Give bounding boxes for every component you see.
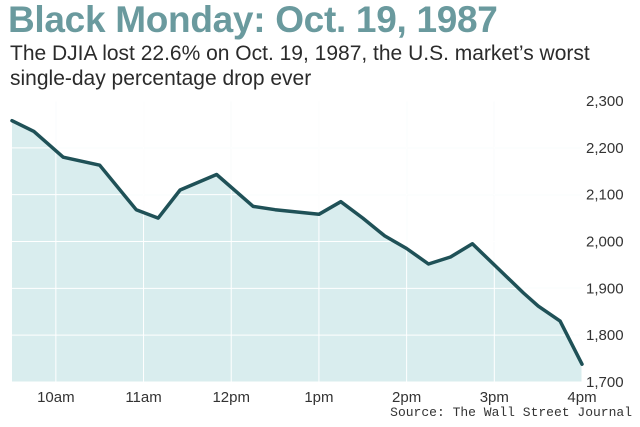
y-tick-label: 2,300 bbox=[586, 93, 624, 110]
chart-subtitle: The DJIA lost 22.6% on Oct. 19, 1987, th… bbox=[10, 42, 590, 90]
y-tick-label: 1,800 bbox=[586, 327, 624, 344]
y-tick-label: 1,700 bbox=[586, 374, 624, 391]
y-tick-label: 1,900 bbox=[586, 280, 624, 297]
grid-lines bbox=[12, 100, 583, 383]
x-axis-ticks: 10am 11am 12pm 1pm 2pm 3pm 4pm bbox=[37, 389, 597, 406]
x-tick-label: 10am bbox=[37, 389, 75, 406]
chart-title: Black Monday: Oct. 19, 1987 bbox=[8, 0, 498, 40]
x-tick-label: 4pm bbox=[567, 389, 596, 406]
x-tick-label: 1pm bbox=[304, 389, 333, 406]
djia-area-fill bbox=[12, 120, 582, 382]
y-tick-label: 2,000 bbox=[586, 234, 624, 251]
y-axis-ticks: 1,700 1,800 1,900 2,000 2,100 2,200 2,300 bbox=[586, 93, 624, 391]
y-tick-label: 2,200 bbox=[586, 140, 624, 157]
y-tick-label: 2,100 bbox=[586, 187, 624, 204]
x-tick-label: 3pm bbox=[480, 389, 509, 406]
djia-line bbox=[10, 118, 584, 366]
x-tick-label: 2pm bbox=[392, 389, 421, 406]
x-tick-label: 11am bbox=[125, 389, 161, 406]
source-credit: Source: The Wall Street Journal bbox=[390, 405, 632, 420]
x-tick-label: 12pm bbox=[212, 389, 250, 406]
